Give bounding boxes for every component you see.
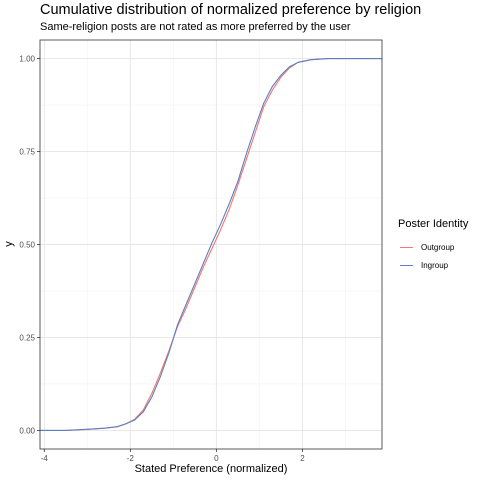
y-tick-label: 0.00 [19,426,35,435]
legend-title: Poster Identity [398,218,469,230]
series-line-ingroup [40,58,382,431]
y-tick-label: 0.75 [19,148,35,157]
legend-swatch-outgroup [400,246,413,248]
y-tick-label: 0.50 [19,241,35,250]
legend-item-ingroup: Ingroup [398,256,468,274]
y-tick-label: 0.25 [19,333,35,342]
x-tick-label: -4 [41,454,49,463]
x-tick-label: 0 [214,454,219,463]
legend-key-ingroup [398,257,415,274]
x-tick-label: 2 [300,454,305,463]
x-tick-label: -2 [127,454,135,463]
y-tick-label: 1.00 [19,55,35,64]
chart-title: Cumulative distribution of normalized pr… [40,2,422,18]
legend: Poster Identity Outgroup Ingroup [398,218,468,274]
legend-swatch-ingroup [400,264,413,266]
legend-label-outgroup: Outgroup [421,242,455,252]
series-layer [40,58,382,431]
y-axis: 0.00 0.25 0.50 0.75 1.00 [19,55,40,435]
legend-label-ingroup: Ingroup [421,260,449,270]
chart-subtitle: Same-religion posts are not rated as mor… [40,21,351,33]
y-axis-title: y [3,241,15,247]
x-axis: -4 -2 0 2 [41,449,305,463]
legend-key-outgroup [398,239,415,256]
x-axis-title: Stated Preference (normalized) [135,463,288,475]
legend-item-outgroup: Outgroup [398,238,468,256]
